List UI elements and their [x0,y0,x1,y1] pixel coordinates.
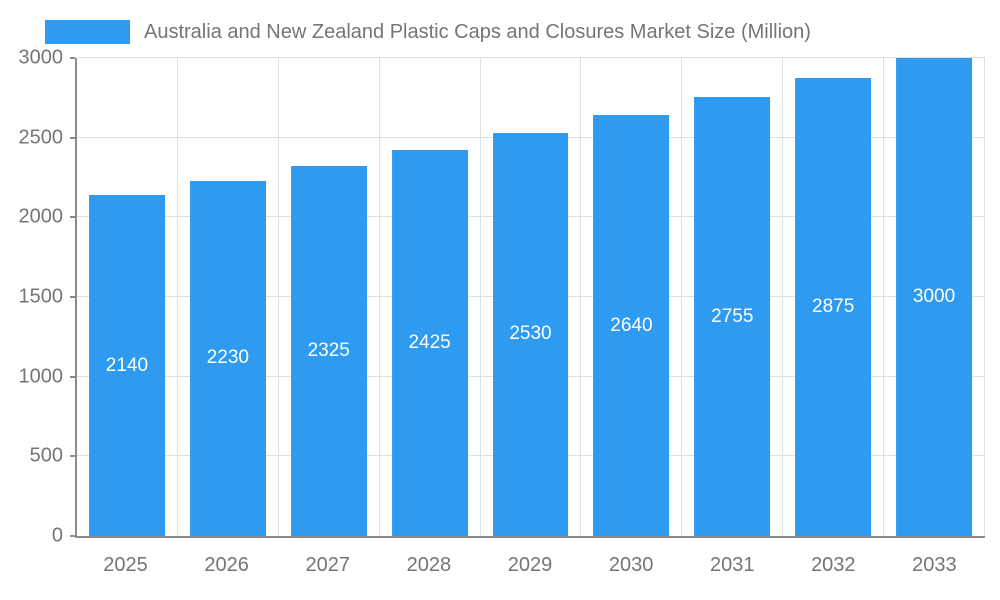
bar[interactable]: 2325 [290,165,367,536]
bar[interactable]: 2140 [88,195,165,536]
bar-value-label: 2640 [610,314,653,336]
column: 2140 [77,58,178,536]
y-tick-mark [70,375,75,378]
bar[interactable]: 2425 [391,149,468,536]
column: 2230 [178,58,279,536]
legend: Australia and New Zealand Plastic Caps a… [0,16,1000,48]
x-tick-label: 2026 [204,554,249,576]
x-tick-label: 2028 [406,554,452,576]
legend-swatch[interactable] [45,20,130,44]
bar-value-label: 2325 [307,339,350,361]
x-tick-label: 2027 [305,554,351,576]
y-tick-label: 2000 [18,205,64,228]
y-tick-label: 2500 [18,126,64,149]
bar-value-label: 2425 [408,331,451,353]
x-tick-label: 2033 [912,554,957,576]
bar[interactable]: 2530 [492,132,569,536]
plot-area: 0 500 1000 1500 2000 2500 3000 2140 2230 2325 2425… [19,47,986,547]
column: 3000 [884,58,986,536]
y-tick-mark [70,535,75,537]
x-tick-label: 2029 [507,554,553,576]
bar[interactable]: 2230 [189,180,266,536]
bar-value-label: 2230 [206,347,249,369]
x-axis: 2025 2026 2027 2028 2029 2030 2031 2032 2033 [75,538,985,577]
y-tick-mark [70,216,75,219]
y-tick-label: 1500 [18,285,64,308]
column: 2755 [682,58,784,536]
y-tick-mark [70,455,75,458]
bar-value-label: 2755 [711,305,754,327]
bar[interactable]: 2875 [795,77,872,536]
y-tick-label: 3000 [18,46,64,69]
bar[interactable]: 3000 [896,58,973,536]
column: 2640 [581,58,683,536]
column: 2325 [279,58,380,536]
x-tick-label: 2030 [608,554,654,576]
column: 2530 [481,58,582,536]
bar-value-label: 2530 [509,323,552,345]
column: 2425 [380,58,481,536]
bar[interactable]: 2755 [694,97,771,536]
y-tick-label: 500 [29,444,63,467]
y-tick-mark [70,136,75,139]
bar-value-label: 3000 [912,286,956,307]
bar[interactable]: 2640 [593,115,670,536]
x-tick-label: 2031 [709,554,755,576]
y-tick-label: 1000 [18,365,64,388]
column: 2875 [783,58,885,536]
bar-value-label: 2140 [105,354,149,376]
x-tick-label: 2032 [811,554,856,576]
y-tick-mark [70,296,75,298]
chart-title[interactable]: Australia and New Zealand Plastic Caps a… [144,20,811,43]
y-tick-label: 0 [51,524,63,547]
x-tick-label: 2025 [103,554,148,576]
y-tick-mark [70,57,75,59]
bar-value-label: 2875 [812,295,855,317]
